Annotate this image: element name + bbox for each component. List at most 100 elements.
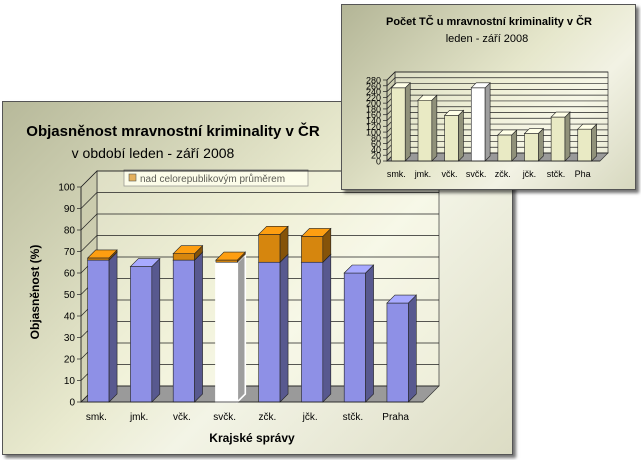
bar-3 [214, 252, 248, 404]
bar-7-front [386, 302, 409, 403]
y-tick-label: 80 [371, 133, 381, 143]
bar-above-0-front [87, 257, 110, 261]
bar-6-top [343, 264, 375, 274]
bar-5 [300, 253, 332, 403]
bar-6 [343, 264, 375, 403]
bar-4-front [497, 134, 513, 162]
y-tick-label: 20 [371, 151, 381, 161]
bar-2 [443, 109, 465, 162]
main-chart-svg: Objasněnost mravnostní kriminality v ČR … [26, 122, 440, 445]
y-tick-label: 70 [64, 247, 76, 258]
bar-1 [129, 257, 161, 403]
bar-above-5 [300, 227, 332, 263]
bar-6-side [365, 264, 374, 403]
y-tick-label: 0 [376, 157, 381, 167]
inset-chart-panel: Počet TČ u mravnostní kriminality v ČR l… [341, 4, 636, 190]
x-axis-label: Krajské správy [209, 431, 295, 445]
bar-7-side [591, 123, 597, 162]
inset-chart-title: Počet TČ u mravnostní kriminality v ČR [386, 15, 592, 28]
gridline [80, 192, 439, 209]
bar-2-side [458, 109, 464, 162]
bar-4-side [279, 253, 289, 403]
x-tick-label: stčk. [343, 412, 364, 423]
y-tick-label: 90 [64, 204, 76, 215]
bar-above-4 [257, 225, 289, 263]
x-tick-label: jčk. [522, 169, 537, 179]
bar-7-top [577, 123, 598, 130]
y-tick-label: 80 [64, 226, 76, 237]
bar-above-3-top [215, 251, 247, 261]
gridline [386, 83, 608, 92]
bar-1-side [431, 94, 438, 162]
legend-label: nad celorepublikovým průměrem [140, 173, 285, 185]
bar-3-top [470, 82, 491, 89]
gridline [386, 77, 608, 87]
y-tick-label: 30 [64, 333, 76, 344]
bar-4 [257, 253, 289, 403]
x-tick-label: smk. [86, 412, 107, 423]
bar-0-top [390, 82, 411, 89]
x-tick-label: Pha [575, 169, 591, 179]
legend: nad celorepublikovým průměrem [123, 169, 309, 187]
bar-3-front [470, 87, 486, 162]
gridline [80, 213, 439, 231]
y-tick-label: 280 [366, 76, 381, 86]
bar-5 [523, 127, 545, 162]
bar-3-front [215, 261, 239, 403]
bar-7 [386, 294, 418, 403]
bar-5-side [322, 253, 332, 403]
y-tick-label: 100 [366, 128, 381, 138]
bar-0-side [404, 82, 411, 162]
y-tick-label: 50 [64, 290, 76, 301]
y-tick-label: 100 [58, 183, 75, 194]
bar-1-front [130, 266, 153, 403]
bar-above-5-top [300, 228, 332, 237]
x-tick-label: svčk. [466, 169, 487, 179]
bar-1-top [129, 258, 161, 267]
bar-above-2-top [172, 245, 204, 254]
bar-2 [172, 251, 204, 403]
y-tick-label: 10 [64, 376, 76, 387]
x-tick-label: Praha [382, 412, 409, 423]
bar-above-5-front [301, 236, 324, 263]
bar-3-side [236, 252, 247, 404]
y-tick-label: 40 [371, 145, 381, 155]
bar-6-top [550, 111, 571, 118]
y-tick-label: 0 [69, 398, 75, 409]
bar-4 [497, 129, 518, 162]
bar-above-3 [215, 251, 247, 263]
legend-box [123, 169, 309, 187]
main-chart-title: Objasněnost mravnostní kriminality v ČR [26, 122, 320, 140]
bar-0-side [108, 251, 118, 403]
bar-3 [470, 82, 491, 162]
x-tick-label: včk. [442, 169, 458, 179]
bar-7-side [408, 294, 417, 403]
y-tick-label: 120 [366, 122, 381, 132]
bar-1-front [417, 99, 433, 162]
bar-6-front [343, 272, 366, 403]
bar-2-front [444, 114, 459, 162]
bar-6 [550, 111, 571, 162]
y-tick-label: 40 [64, 312, 76, 323]
bar-above-4-top [257, 226, 289, 235]
y-tick-label: 20 [64, 355, 76, 366]
y-tick-label: 60 [371, 139, 381, 149]
bar-1-top [417, 94, 438, 101]
bar-4-front [258, 261, 281, 403]
y-tick-label: 160 [366, 110, 381, 120]
bar-0 [86, 251, 118, 403]
x-tick-label: jmk. [129, 412, 148, 423]
bar-above-2-front [172, 253, 195, 261]
x-tick-label: jčk. [302, 412, 318, 423]
bar-2-top [443, 109, 465, 116]
bar-0-front [87, 259, 110, 403]
inset-chart-svg: Počet TČ u mravnostní kriminality v ČR l… [366, 15, 609, 179]
y-tick-label: 60 [64, 269, 76, 280]
bar-0 [390, 82, 411, 162]
bar-5-side [538, 127, 544, 162]
bar-7-top [386, 294, 418, 304]
inset-chart-subtitle: leden - září 2008 [446, 33, 529, 45]
bar-6-side [564, 111, 571, 162]
y-tick-label: 200 [366, 99, 381, 109]
bar-2-front [172, 259, 195, 403]
